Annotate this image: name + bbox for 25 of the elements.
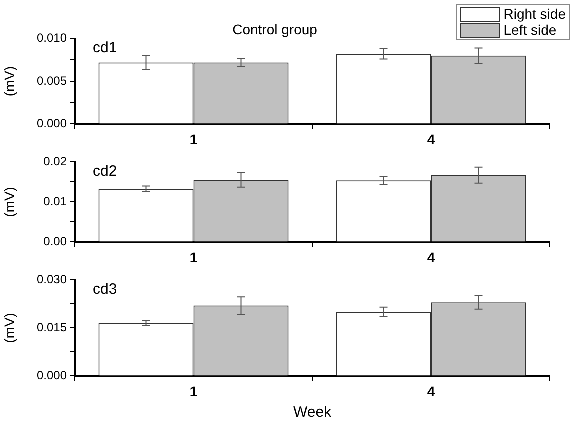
x-axis-title: Week <box>293 404 332 422</box>
y-tick-label: 0.015 <box>36 320 68 335</box>
legend-label: Left side <box>504 22 557 38</box>
y-tick-label: 0.010 <box>36 31 68 46</box>
y-tick-label: 0.005 <box>36 74 68 88</box>
y-tick-label: 0.02 <box>44 154 68 169</box>
text: Right side <box>504 6 566 22</box>
x-tick-label: 1 <box>190 249 198 266</box>
x-tick-label: 1 <box>190 131 198 148</box>
y-tick-label: 0.000 <box>36 368 68 383</box>
annotation: cd3 <box>93 280 118 298</box>
y-axis-title: (mV) <box>1 187 18 218</box>
annotation: cd1 <box>93 39 118 56</box>
x-tick-label: 4 <box>427 131 436 148</box>
y-axis-title: (mV) <box>1 66 18 97</box>
chart-title: Control group <box>232 21 318 38</box>
annotation: cd2 <box>93 162 118 180</box>
y-tick-label: 0.030 <box>36 272 68 287</box>
x-tick-label: 1 <box>190 383 198 400</box>
x-tick-label: 4 <box>427 383 436 400</box>
y-tick-label: 0.000 <box>36 116 68 131</box>
y-tick-label: 0.00 <box>44 234 68 249</box>
x-tick-label: 4 <box>427 249 436 266</box>
y-axis-title: (mV) <box>1 313 18 344</box>
y-tick-label: 0.01 <box>44 194 68 209</box>
